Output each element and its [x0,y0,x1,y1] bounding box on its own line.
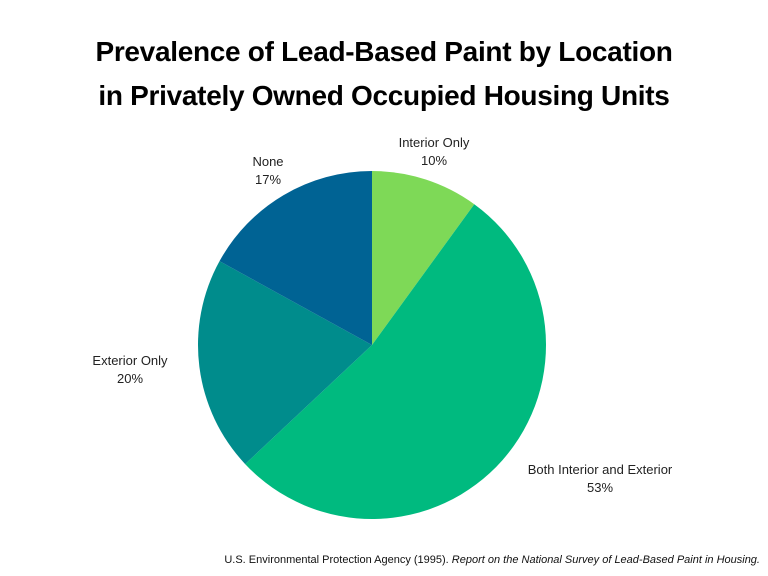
pie-slice-none [219,171,372,345]
chart-title: Prevalence of Lead-Based Paint by Locati… [0,30,768,118]
label-exterior-only-name: Exterior Only [92,353,168,368]
label-none-pct: 17% [254,172,282,187]
footnote-report-title: Report on the National Survey of Lead-Ba… [451,554,760,566]
label-none-name: None [252,154,284,169]
chart-title-line-1: Prevalence of Lead-Based Paint by Locati… [95,36,673,67]
pie-slice-both-interior-and-exterior [245,204,547,519]
label-both-name: Both Interior and Exterior [527,462,673,477]
pie-slice-interior-only [372,171,475,345]
pie-slice-exterior-only [197,261,372,465]
source-footnote: U.S. Environmental Protection Agency (19… [224,554,760,566]
label-none: None 17% [218,153,318,189]
footnote-source: U.S. Environmental Protection Agency (19… [224,554,452,566]
label-exterior-only: Exterior Only 20% [70,352,190,388]
label-interior-only-name: Interior Only [398,135,470,150]
label-both-pct: 53% [586,480,614,495]
label-interior-only: Interior Only 10% [384,134,484,170]
label-exterior-only-pct: 20% [116,371,144,386]
label-interior-only-pct: 10% [420,153,448,168]
pie-slices [197,171,547,519]
label-both: Both Interior and Exterior 53% [510,461,690,497]
chart-title-line-2: in Privately Owned Occupied Housing Unit… [98,80,670,111]
